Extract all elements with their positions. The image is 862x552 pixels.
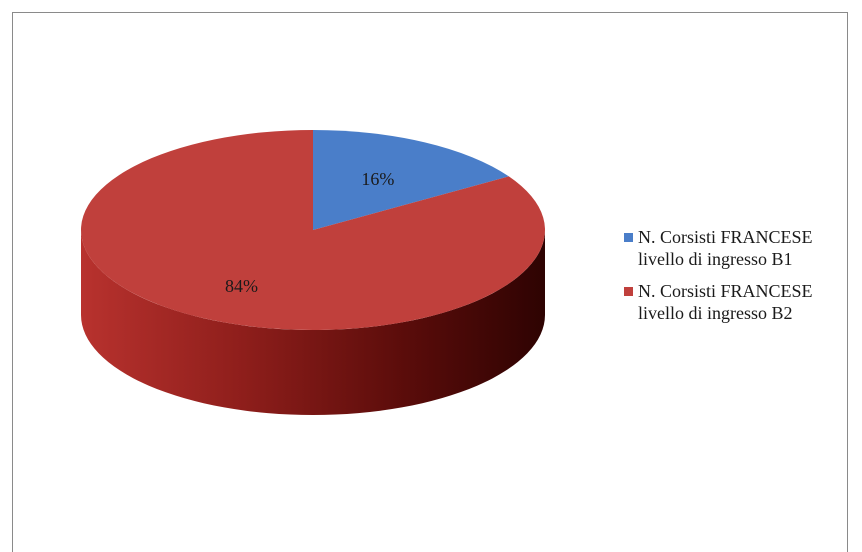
legend: N. Corsisti FRANCESE livello di ingresso…: [624, 226, 854, 334]
legend-item-b2: N. Corsisti FRANCESE livello di ingresso…: [624, 280, 854, 324]
pie-slice-b1: [313, 130, 509, 230]
pie-side-wall: [81, 230, 545, 415]
legend-label-b1: N. Corsisti FRANCESE livello di ingresso…: [638, 227, 813, 269]
legend-item-b1: N. Corsisti FRANCESE livello di ingresso…: [624, 226, 854, 270]
data-label-b2: 84%: [225, 276, 258, 296]
pie-slice-b2: [80, 130, 545, 330]
legend-swatch-b2: [624, 287, 633, 296]
data-label-b1: 16%: [361, 169, 394, 189]
legend-swatch-b1: [624, 233, 633, 242]
legend-label-b2: N. Corsisti FRANCESE livello di ingresso…: [638, 281, 813, 323]
